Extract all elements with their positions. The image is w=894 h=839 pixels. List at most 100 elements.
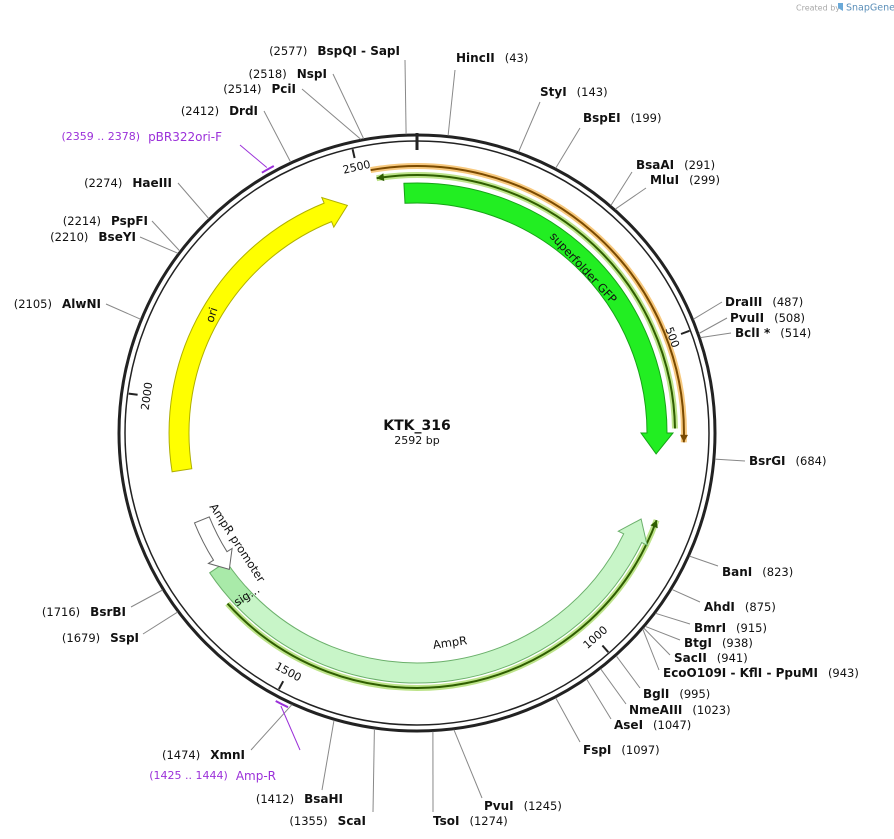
enzyme-site: (1679) xyxy=(62,631,100,645)
enzyme-label: (2577) BspQI - SapI xyxy=(269,44,400,58)
feature-label: ori xyxy=(203,306,221,325)
enzyme-leader xyxy=(139,236,179,254)
enzyme-leader xyxy=(130,589,163,608)
primer-label: (2359 .. 2378) pBR322ori-F xyxy=(62,130,223,144)
enzyme-leader xyxy=(642,628,660,671)
feature xyxy=(193,516,233,571)
enzyme-leader xyxy=(151,220,181,252)
enzyme-name: MluI xyxy=(650,173,679,187)
enzyme-leader xyxy=(177,182,210,219)
enzyme-name: BglI xyxy=(643,687,669,701)
enzyme-leader xyxy=(321,720,335,791)
orf-head xyxy=(680,434,688,443)
enzyme-site: (1274) xyxy=(469,814,507,828)
enzyme-label: (1679) SspI xyxy=(62,631,139,645)
enzyme-leader xyxy=(518,101,541,152)
enzyme-leader xyxy=(700,332,732,339)
enzyme-label: TsoI (1274) xyxy=(433,814,508,828)
enzyme-name: PvuI xyxy=(484,799,514,813)
enzyme-label: NmeAIII (1023) xyxy=(629,703,731,717)
enzyme-leader xyxy=(142,611,178,635)
brand-icon xyxy=(838,3,843,11)
enzyme-name: NmeAIII xyxy=(629,703,682,717)
enzyme-name: BsrGI xyxy=(749,454,786,468)
enzyme-site: (43) xyxy=(505,51,529,65)
primer-range: (2359 .. 2378) xyxy=(62,130,141,143)
enzyme-site: (299) xyxy=(689,173,720,187)
enzyme-leader xyxy=(600,668,627,705)
enzyme-label: (2518) NspI xyxy=(249,67,328,81)
enzyme-leader xyxy=(332,73,365,140)
primer-name: Amp-R xyxy=(236,769,276,783)
enzyme-label: (2274) HaeIII xyxy=(84,176,172,190)
enzyme-leader xyxy=(555,127,581,169)
enzyme-site: (514) xyxy=(780,326,811,340)
primer-mark xyxy=(261,165,275,174)
enzyme-label: FspI (1097) xyxy=(583,743,660,757)
scale-tick xyxy=(680,329,690,335)
scale-tick xyxy=(351,148,356,159)
enzyme-site: (938) xyxy=(722,636,753,650)
enzyme-label: (2514) PciI xyxy=(223,82,296,96)
orf-glow xyxy=(370,163,687,443)
primer-range: (1425 .. 1444) xyxy=(149,769,228,782)
enzyme-label: BanI (823) xyxy=(722,565,793,579)
enzyme-label: MluI (299) xyxy=(650,173,720,187)
primer-label: (1425 .. 1444) Amp-R xyxy=(149,769,276,783)
enzyme-site: (2210) xyxy=(50,230,88,244)
primer-leader xyxy=(239,144,268,168)
enzyme-name: BclI * xyxy=(735,326,771,340)
enzyme-site: (1245) xyxy=(524,799,562,813)
scale-tick xyxy=(278,680,285,690)
feature-label: superfolder GFP xyxy=(547,229,620,306)
orf-arc xyxy=(226,519,658,689)
scale-label: 1500 xyxy=(273,660,304,685)
enzyme-site: (2518) xyxy=(249,67,287,81)
enzyme-label: StyI (143) xyxy=(540,85,608,99)
plasmid-length: 2592 bp xyxy=(394,434,439,447)
enzyme-name: BsaAI xyxy=(636,158,674,172)
feature xyxy=(403,182,675,455)
brand: SnapGene xyxy=(846,3,894,14)
enzyme-name: BtgI xyxy=(684,636,712,650)
enzyme-label: (1355) ScaI xyxy=(289,814,366,828)
enzyme-leader xyxy=(693,301,723,320)
enzyme-name: XmnI xyxy=(210,748,245,762)
enzyme-leader xyxy=(655,612,691,625)
enzyme-leader xyxy=(644,625,681,641)
enzyme-leader xyxy=(555,697,581,743)
enzyme-site: (1716) xyxy=(42,605,80,619)
scale-tick xyxy=(128,392,138,396)
enzyme-label: AhdI (875) xyxy=(704,600,776,614)
enzyme-site: (2105) xyxy=(14,297,52,311)
enzyme-leader xyxy=(372,728,375,813)
enzyme-leader xyxy=(301,88,362,140)
enzyme-label: (1716) BsrBI xyxy=(42,605,126,619)
enzyme-name: BsaHI xyxy=(304,792,343,806)
scale-label: 2000 xyxy=(139,381,156,411)
enzyme-name: PspFI xyxy=(111,214,148,228)
enzyme-leader xyxy=(614,187,647,210)
enzyme-name: BseYI xyxy=(98,230,136,244)
enzyme-site: (143) xyxy=(577,85,608,99)
enzyme-leader xyxy=(105,303,141,320)
enzyme-name: EcoO109I - KflI - PpuMI xyxy=(663,666,818,680)
enzyme-name: SspI xyxy=(110,631,139,645)
feature xyxy=(168,196,349,473)
enzyme-leader xyxy=(714,458,746,462)
enzyme-name: BspEI xyxy=(583,111,621,125)
enzyme-label: BsaAI (291) xyxy=(636,158,715,172)
enzyme-label: (2214) PspFI xyxy=(63,214,148,228)
enzyme-name: FspI xyxy=(583,743,611,757)
enzyme-leader xyxy=(447,69,456,136)
enzyme-label: SacII (941) xyxy=(674,651,748,665)
enzyme-label: DraIII (487) xyxy=(725,295,803,309)
enzyme-site: (1474) xyxy=(162,748,200,762)
enzyme-label: (2105) AlwNI xyxy=(14,297,101,311)
orf-head xyxy=(376,173,385,182)
scale-tick xyxy=(601,644,610,653)
enzyme-site: (875) xyxy=(745,600,776,614)
enzyme-name: DrdI xyxy=(229,104,258,118)
orf-head xyxy=(650,520,658,529)
